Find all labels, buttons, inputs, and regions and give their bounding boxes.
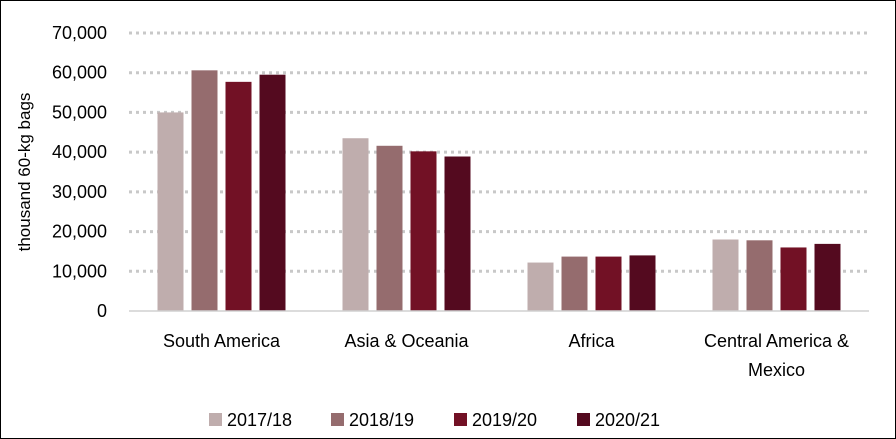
legend-label: 2019/20	[472, 410, 537, 430]
y-tick-label: 20,000	[52, 222, 107, 242]
x-category-label: Central America &	[704, 331, 849, 351]
bar	[780, 247, 807, 311]
legend-swatch	[209, 413, 222, 426]
legend-swatch	[454, 413, 467, 426]
y-tick-label: 70,000	[52, 23, 107, 43]
bar	[629, 255, 656, 311]
legend-label: 2017/18	[227, 410, 292, 430]
y-tick-label: 50,000	[52, 102, 107, 122]
x-category-label: Mexico	[748, 360, 805, 380]
bar	[225, 81, 252, 311]
bar	[561, 256, 588, 311]
y-tick-label: 0	[97, 301, 107, 321]
x-category-label: South America	[163, 331, 281, 351]
bar	[376, 145, 403, 311]
legend-swatch	[577, 413, 590, 426]
legend: 2017/18 2018/19 2019/20 2020/21	[209, 410, 660, 430]
bars	[157, 70, 841, 312]
legend-label: 2018/19	[349, 410, 414, 430]
y-axis-label: thousand 60-kg bags	[15, 93, 34, 252]
x-category-label: Africa	[568, 331, 615, 351]
bar	[410, 151, 437, 311]
y-axis-ticks: 0 10,000 20,000 30,000 40,000 50,000 60,000 70,…	[52, 23, 107, 321]
bar	[259, 74, 286, 311]
x-axis-categories: South America Asia & Oceania Africa Central…	[163, 331, 849, 380]
y-tick-label: 60,000	[52, 63, 107, 83]
bar	[712, 239, 739, 311]
legend-swatch	[331, 413, 344, 426]
bar	[157, 112, 184, 311]
y-tick-label: 40,000	[52, 142, 107, 162]
x-category-label: Asia & Oceania	[344, 331, 469, 351]
bar	[342, 138, 369, 311]
gridlines	[129, 31, 869, 273]
bar	[191, 70, 218, 312]
bar	[746, 240, 773, 311]
bar	[814, 243, 841, 311]
y-tick-label: 30,000	[52, 182, 107, 202]
bar	[527, 262, 554, 311]
legend-label: 2020/21	[595, 410, 660, 430]
bar	[444, 156, 471, 311]
bar	[595, 256, 622, 311]
y-tick-label: 10,000	[52, 261, 107, 281]
